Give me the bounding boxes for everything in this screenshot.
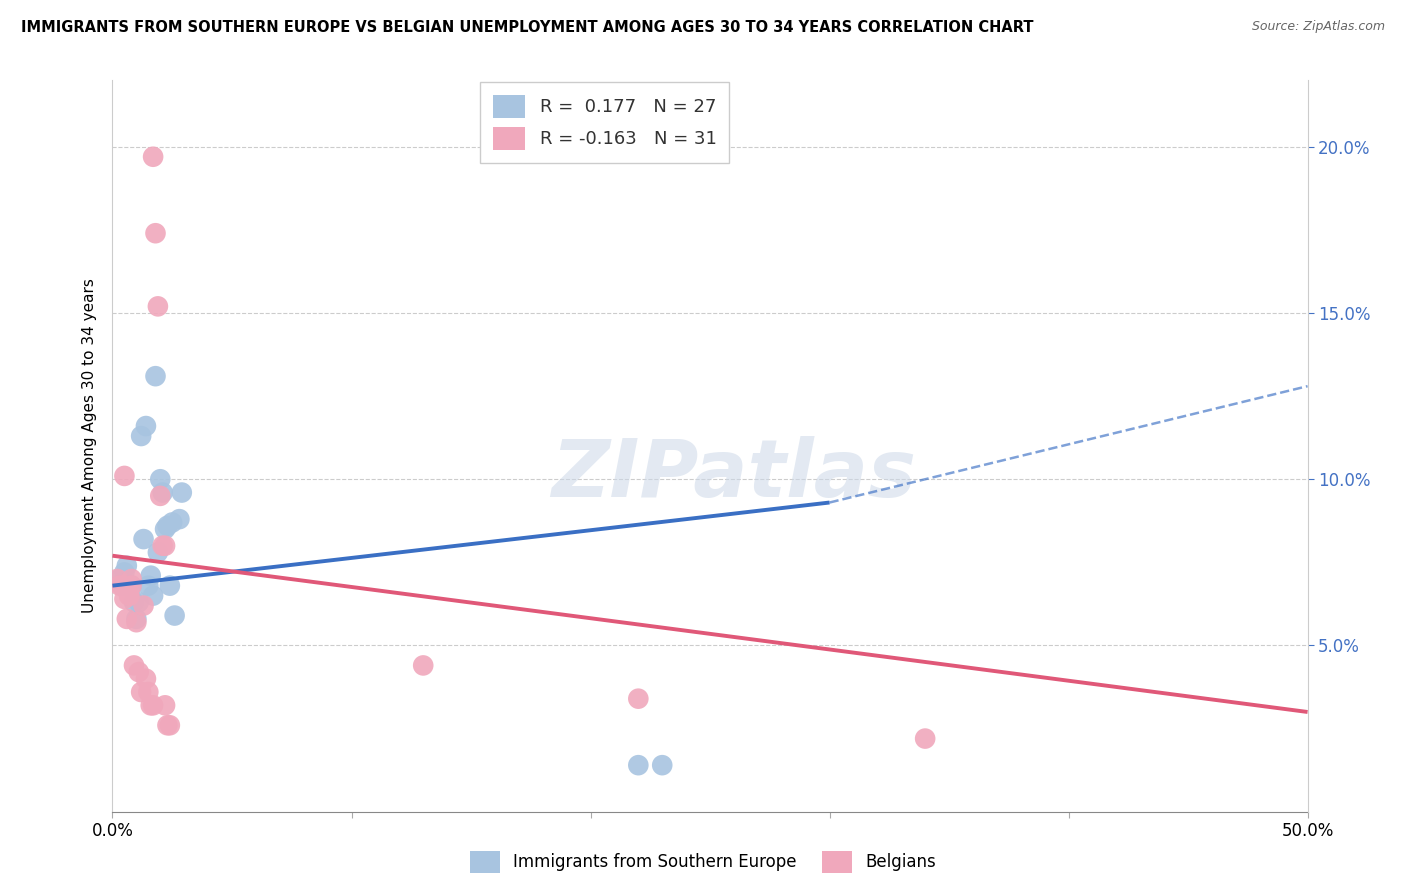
Point: [108, 579, 131, 593]
Text: IMMIGRANTS FROM SOUTHERN EUROPE VS BELGIAN UNEMPLOYMENT AMONG AGES 30 TO 34 YEAR: IMMIGRANTS FROM SOUTHERN EUROPE VS BELGI…: [21, 20, 1033, 35]
Point: [128, 595, 150, 609]
Point: [135, 419, 157, 434]
Point: [125, 612, 148, 626]
Point: [627, 691, 650, 706]
Legend: Immigrants from Southern Europe, Belgians: Immigrants from Southern Europe, Belgian…: [464, 845, 942, 880]
Point: [111, 579, 134, 593]
Point: [135, 672, 157, 686]
Point: [156, 518, 179, 533]
Point: [142, 698, 165, 713]
Point: [122, 658, 145, 673]
Legend: R =  0.177   N = 27, R = -0.163   N = 31: R = 0.177 N = 27, R = -0.163 N = 31: [479, 82, 730, 162]
Point: [121, 579, 143, 593]
Point: [146, 545, 169, 559]
Point: [170, 485, 193, 500]
Y-axis label: Unemployment Among Ages 30 to 34 years: Unemployment Among Ages 30 to 34 years: [82, 278, 97, 614]
Point: [152, 539, 174, 553]
Point: [121, 579, 143, 593]
Point: [114, 591, 135, 606]
Point: [145, 226, 167, 240]
Point: [121, 572, 143, 586]
Point: [145, 369, 167, 384]
Text: ZIPatlas: ZIPatlas: [551, 436, 917, 515]
Point: [153, 522, 176, 536]
Point: [118, 589, 141, 603]
Point: [412, 658, 434, 673]
Point: [115, 612, 138, 626]
Point: [105, 572, 128, 586]
Point: [128, 665, 150, 679]
Point: [162, 516, 183, 530]
Point: [627, 758, 650, 772]
Point: [159, 579, 181, 593]
Point: [129, 685, 152, 699]
Point: [146, 299, 169, 313]
Point: [122, 595, 145, 609]
Point: [139, 698, 162, 713]
Point: [132, 599, 155, 613]
Point: [142, 589, 165, 603]
Point: [139, 568, 162, 582]
Point: [914, 731, 936, 746]
Text: Source: ZipAtlas.com: Source: ZipAtlas.com: [1251, 20, 1385, 33]
Point: [159, 718, 181, 732]
Point: [149, 489, 172, 503]
Point: [651, 758, 673, 772]
Point: [118, 589, 141, 603]
Point: [153, 539, 176, 553]
Point: [142, 150, 165, 164]
Point: [138, 579, 160, 593]
Point: [138, 685, 160, 699]
Point: [114, 566, 135, 580]
Point: [149, 472, 172, 486]
Point: [111, 579, 134, 593]
Point: [125, 615, 148, 630]
Point: [156, 718, 179, 732]
Point: [129, 429, 152, 443]
Point: [108, 572, 131, 586]
Point: [169, 512, 191, 526]
Point: [153, 698, 176, 713]
Point: [115, 558, 138, 573]
Point: [132, 532, 155, 546]
Point: [152, 485, 174, 500]
Point: [163, 608, 186, 623]
Point: [114, 469, 135, 483]
